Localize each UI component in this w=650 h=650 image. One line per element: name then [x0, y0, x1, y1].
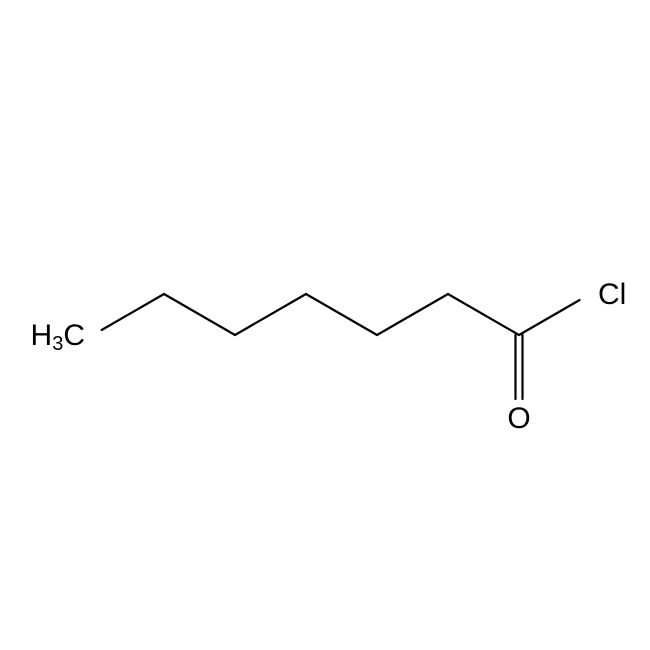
atom-label-o1: O: [507, 402, 530, 435]
atom-label-c1: H3C: [31, 319, 85, 355]
bond-line: [102, 294, 164, 330]
bond-line: [377, 294, 448, 335]
bond-line: [306, 294, 377, 335]
chemical-structure-diagram: H3C O Cl: [0, 0, 650, 650]
bond-line: [235, 294, 306, 335]
bond-line: [448, 294, 519, 335]
atom-label-cl: Cl: [598, 278, 626, 311]
bond-line: [519, 300, 580, 335]
bond-line: [164, 294, 235, 335]
